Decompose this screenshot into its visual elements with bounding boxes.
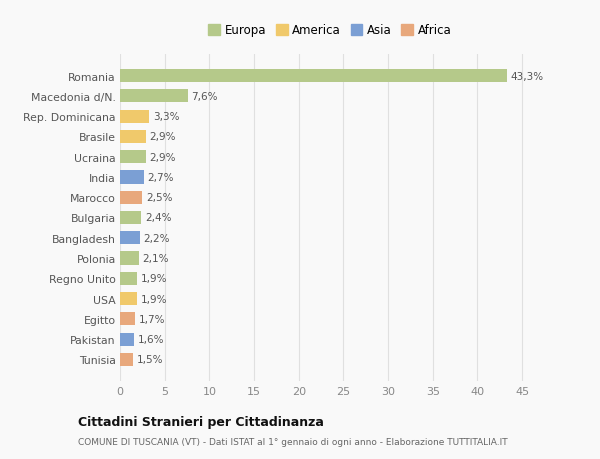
Bar	[120, 151, 146, 164]
Bar	[120, 333, 134, 346]
Text: 1,9%: 1,9%	[140, 274, 167, 284]
Bar	[120, 252, 139, 265]
Text: 7,6%: 7,6%	[191, 92, 218, 102]
Text: 2,9%: 2,9%	[149, 132, 176, 142]
Text: Cittadini Stranieri per Cittadinanza: Cittadini Stranieri per Cittadinanza	[78, 415, 324, 428]
Text: 1,7%: 1,7%	[139, 314, 165, 324]
Text: 1,5%: 1,5%	[137, 355, 163, 364]
Text: COMUNE DI TUSCANIA (VT) - Dati ISTAT al 1° gennaio di ogni anno - Elaborazione T: COMUNE DI TUSCANIA (VT) - Dati ISTAT al …	[78, 437, 508, 446]
Bar	[120, 313, 135, 326]
Text: 3,3%: 3,3%	[153, 112, 179, 122]
Text: 2,5%: 2,5%	[146, 193, 172, 203]
Bar	[120, 171, 144, 184]
Bar	[120, 110, 149, 123]
Text: 2,2%: 2,2%	[143, 233, 170, 243]
Text: 2,4%: 2,4%	[145, 213, 172, 223]
Bar	[120, 191, 142, 204]
Bar	[120, 212, 142, 224]
Bar	[120, 272, 137, 285]
Bar	[120, 292, 137, 306]
Text: 2,7%: 2,7%	[148, 173, 174, 183]
Text: 1,6%: 1,6%	[138, 334, 164, 344]
Text: 2,1%: 2,1%	[142, 253, 169, 263]
Text: 2,9%: 2,9%	[149, 152, 176, 162]
Bar	[120, 232, 140, 245]
Text: 1,9%: 1,9%	[140, 294, 167, 304]
Legend: Europa, America, Asia, Africa: Europa, America, Asia, Africa	[206, 22, 454, 39]
Bar	[120, 90, 188, 103]
Bar	[120, 130, 146, 144]
Text: 43,3%: 43,3%	[511, 72, 544, 81]
Bar	[120, 70, 507, 83]
Bar	[120, 353, 133, 366]
